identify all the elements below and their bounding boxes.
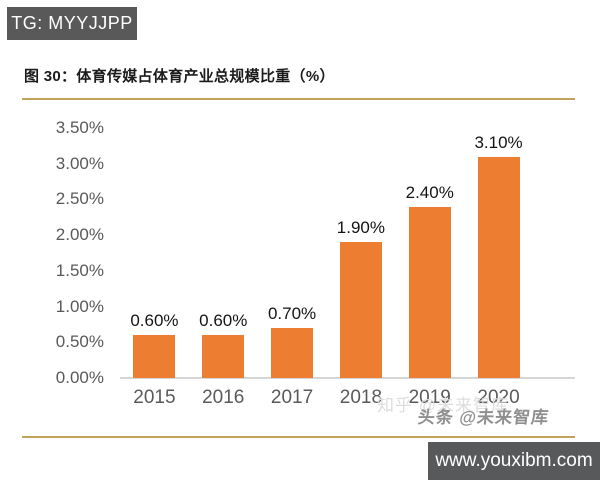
y-axis-tick: 1.50%	[55, 260, 104, 280]
x-axis-label-2020: 2020	[477, 387, 520, 408]
bar-2016	[202, 335, 245, 378]
bar-group-2016: 0.60%	[189, 128, 258, 378]
y-axis-tick: 0.50%	[55, 332, 104, 352]
bar-group-2020: 3.10%	[464, 128, 533, 378]
bar-group-2019: 2.40%	[395, 128, 464, 378]
bar-value-label: 3.10%	[474, 133, 523, 152]
y-axis-tick: 1.00%	[55, 296, 104, 316]
bar-plot-area: 0.60% 0.60% 0.70% 1.90% 2.40% 3.10%	[120, 128, 533, 378]
x-axis-label-2017: 2017	[270, 387, 314, 408]
bar-2015	[133, 335, 176, 378]
x-axis-labels: 2015 2016 2017 2018 2019 2020	[120, 387, 533, 409]
bar-2017	[271, 328, 314, 378]
x-axis-label-2016: 2016	[202, 387, 245, 408]
bar-value-label: 0.60%	[130, 311, 179, 330]
telegram-handle-text: TG: MYYJJPP	[11, 13, 133, 33]
bar-value-label: 0.60%	[199, 311, 248, 330]
telegram-handle-badge: TG: MYYJJPP	[7, 7, 137, 40]
bar-group-2017: 0.70%	[258, 128, 327, 378]
y-axis: 3.50% 3.00% 2.50% 2.00% 1.50% 1.00% 0.50% 0.00%	[22, 57, 110, 436]
x-axis-label-2018: 2018	[339, 387, 383, 408]
y-axis-tick: 0.00%	[55, 368, 104, 387]
chart-title: 图 30：体育传媒占体育产业总规模比重（%）	[24, 68, 335, 85]
y-axis-tick: 3.50%	[55, 118, 104, 137]
bar-value-label: 0.70%	[267, 304, 317, 323]
watermark-toutiao: 头条 @未来智库	[416, 408, 550, 427]
bar-group-2015: 0.60%	[120, 128, 189, 378]
bar-value-label: 2.40%	[405, 183, 454, 202]
footer-url-badge: www.youxibm.com	[428, 442, 600, 480]
footer-url-text: www.youxibm.com	[435, 450, 593, 471]
x-axis-label-2019: 2019	[408, 387, 451, 408]
y-axis-tick: 3.00%	[55, 153, 104, 173]
chart-card: 图 30：体育传媒占体育产业总规模比重（%） 3.50% 3.00% 2.50% 2.…	[22, 57, 575, 438]
x-axis-baseline	[120, 377, 575, 379]
x-axis-label-2015: 2015	[133, 387, 176, 408]
bar-2020	[477, 157, 520, 378]
bar-group-2018: 1.90%	[326, 128, 395, 378]
y-axis-tick: 2.50%	[55, 189, 104, 209]
y-axis-tick: 2.00%	[55, 225, 104, 245]
bar-2019	[408, 207, 451, 378]
bar-value-label: 1.90%	[336, 218, 385, 237]
bar-2018	[339, 242, 382, 378]
title-divider-rule	[22, 98, 575, 100]
watermark-zhihu: 知乎 @未来智库	[377, 396, 509, 415]
